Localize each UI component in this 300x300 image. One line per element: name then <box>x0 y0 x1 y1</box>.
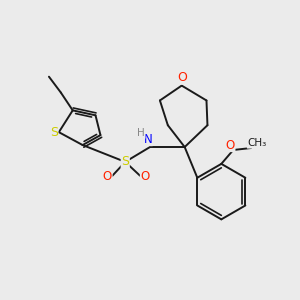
Text: O: O <box>226 139 235 152</box>
Text: O: O <box>103 170 112 183</box>
Text: N: N <box>144 133 152 146</box>
Text: O: O <box>140 170 150 183</box>
Text: O: O <box>177 71 187 84</box>
Text: S: S <box>121 155 129 168</box>
Text: H: H <box>137 128 145 138</box>
Text: S: S <box>50 126 58 139</box>
Text: CH₃: CH₃ <box>248 138 267 148</box>
